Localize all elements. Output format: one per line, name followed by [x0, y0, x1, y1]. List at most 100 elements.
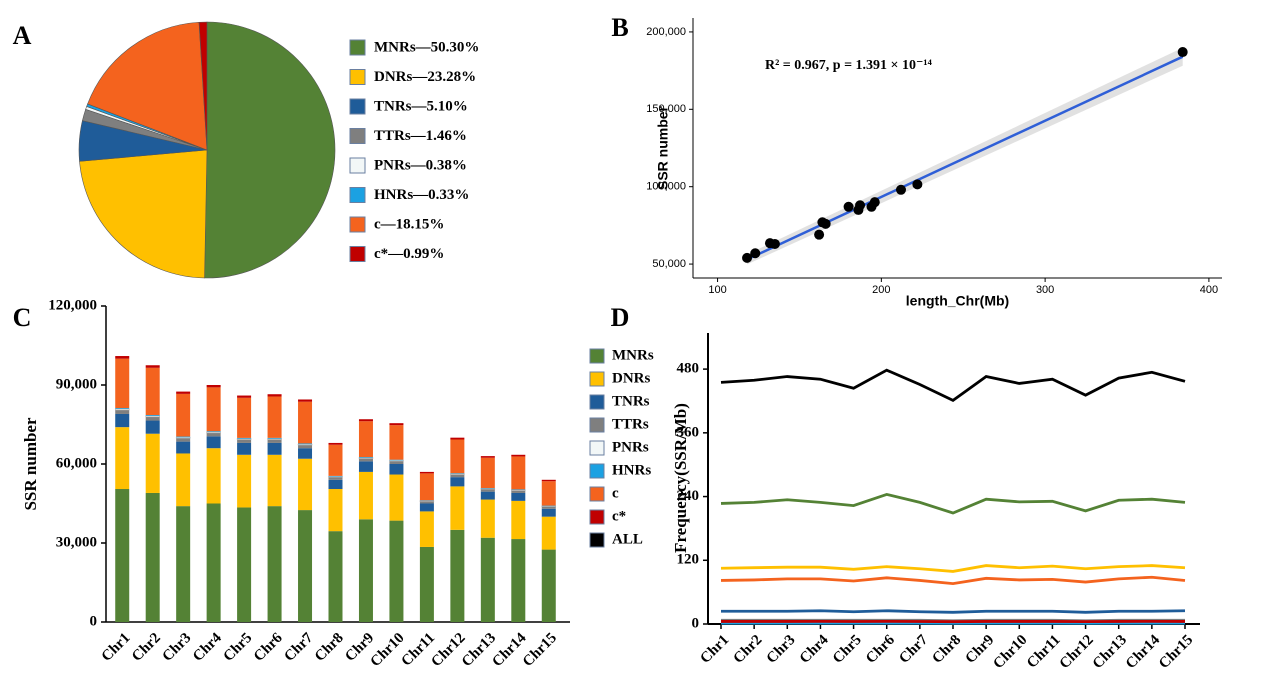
- y-axis-label: SSR number: [655, 105, 671, 190]
- pie-slice: [79, 149, 208, 279]
- bar-segment: [176, 441, 191, 454]
- bar-segment: [206, 503, 221, 622]
- legend-label: PNRs—0.38%: [374, 157, 467, 173]
- bar-segment: [328, 475, 343, 477]
- bar-segment: [541, 508, 556, 517]
- bar-segment: [176, 436, 191, 438]
- legend-label: TTRs—1.46%: [374, 128, 467, 144]
- bar-segment: [145, 415, 160, 418]
- bar-segment: [358, 419, 373, 422]
- bar-segment: [450, 477, 465, 487]
- bar-segment: [389, 461, 404, 464]
- bar-segment: [267, 437, 282, 439]
- bar-segment: [419, 473, 434, 501]
- bar-segment: [450, 439, 465, 474]
- bar-segment: [541, 506, 556, 509]
- bar-segment: [206, 448, 221, 504]
- y-axis-label: Frequency(SSR/Mb): [671, 403, 690, 553]
- y-axis-label: SSR number: [21, 417, 40, 511]
- bar-segment: [175, 437, 191, 439]
- bar-segment: [541, 479, 556, 482]
- bar-segment: [328, 476, 343, 478]
- legend-swatch: [349, 98, 366, 115]
- bar-segment: [267, 454, 282, 507]
- bar-segment: [450, 529, 465, 622]
- panel-label: A: [13, 21, 32, 50]
- legend-label: c*—0.99%: [374, 246, 444, 262]
- point: [820, 218, 831, 229]
- bar-segment: [480, 457, 495, 489]
- x-tick-label: 300: [1036, 284, 1054, 296]
- bar-segment: [419, 471, 434, 474]
- bar-segment: [145, 415, 160, 416]
- bar-segment: [267, 442, 282, 455]
- bar-segment: [358, 457, 373, 458]
- bar-segment: [450, 473, 465, 475]
- bar-segment: [450, 437, 465, 440]
- bar-segment: [541, 505, 557, 507]
- bar-segment: [176, 506, 191, 622]
- bar-segment: [115, 427, 130, 490]
- legend-label: HNRs—0.33%: [374, 187, 469, 203]
- bar-segment: [206, 431, 221, 433]
- y-tick-label: 200,000: [646, 26, 686, 38]
- y-tick-label: 0: [692, 615, 700, 631]
- legend-label: DNRs: [612, 370, 650, 386]
- legend-label: MNRs: [612, 347, 654, 363]
- point: [814, 229, 825, 240]
- bar-segment: [328, 477, 343, 480]
- x-tick-label: 400: [1200, 284, 1218, 296]
- legend-swatch: [349, 128, 366, 144]
- point: [769, 238, 780, 249]
- x-tick-label: 200: [872, 284, 890, 296]
- y-tick-label: 240: [677, 488, 700, 504]
- pie-slice: [204, 21, 336, 279]
- legend-label: TTRs: [612, 416, 649, 432]
- bar-segment: [419, 500, 435, 502]
- bar-segment: [206, 387, 221, 432]
- annotation: R² = 0.967, p = 1.391 × 10⁻¹⁴: [765, 58, 933, 73]
- bar-segment: [511, 492, 526, 501]
- legend-label: PNRs: [612, 439, 649, 455]
- bar-segment: [298, 399, 313, 402]
- bar-segment: [115, 489, 130, 622]
- panel-label: D: [611, 303, 630, 332]
- bar-segment: [328, 531, 343, 622]
- bar-segment: [389, 474, 404, 521]
- bar-segment: [419, 500, 434, 501]
- y-tick-label: 360: [677, 424, 700, 440]
- legend-label: ALL: [612, 531, 643, 547]
- bar-segment: [358, 471, 373, 520]
- bar-segment: [389, 423, 404, 426]
- y-tick-label: 90,000: [56, 376, 97, 392]
- bar-segment: [541, 481, 556, 506]
- bar-segment: [267, 439, 282, 443]
- legend-swatch: [589, 532, 605, 548]
- x-axis-label: length_Chr(Mb): [906, 293, 1009, 309]
- bar-segment: [389, 464, 404, 475]
- legend-label: HNRs: [612, 462, 651, 478]
- bar-segment: [145, 492, 160, 622]
- series-line: [721, 609, 1186, 614]
- pie-slice: [87, 21, 208, 151]
- bar-segment: [176, 438, 191, 442]
- legend-label: DNRs—23.28%: [374, 69, 476, 85]
- bar-segment: [298, 458, 313, 511]
- bar-segment: [511, 539, 526, 622]
- bar-segment: [328, 479, 343, 490]
- bar-segment: [419, 503, 434, 512]
- bar-segment: [328, 442, 343, 445]
- point: [750, 248, 761, 259]
- bar-segment: [328, 489, 343, 532]
- bar-segment: [511, 454, 526, 457]
- bar-segment: [480, 488, 495, 489]
- point: [1177, 47, 1188, 58]
- bar-segment: [237, 442, 252, 455]
- bar-segment: [237, 439, 252, 443]
- bar-segment: [114, 408, 130, 411]
- series-line: [720, 575, 1186, 586]
- legend-swatch: [589, 417, 605, 433]
- bar-segment: [298, 401, 313, 444]
- bar-segment: [115, 413, 130, 428]
